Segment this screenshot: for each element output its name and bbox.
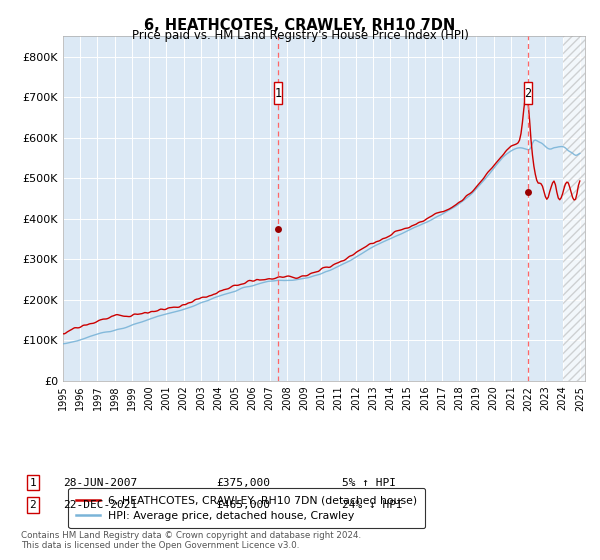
Text: Price paid vs. HM Land Registry's House Price Index (HPI): Price paid vs. HM Land Registry's House … [131, 29, 469, 42]
Text: 6, HEATHCOTES, CRAWLEY, RH10 7DN: 6, HEATHCOTES, CRAWLEY, RH10 7DN [145, 18, 455, 33]
FancyBboxPatch shape [274, 82, 282, 104]
Text: 1: 1 [275, 87, 282, 100]
Text: 22-DEC-2021: 22-DEC-2021 [63, 500, 137, 510]
Text: 5% ↑ HPI: 5% ↑ HPI [342, 478, 396, 488]
Text: 2: 2 [29, 500, 37, 510]
Text: 2: 2 [524, 87, 531, 100]
Text: 1: 1 [29, 478, 37, 488]
Text: 28-JUN-2007: 28-JUN-2007 [63, 478, 137, 488]
FancyBboxPatch shape [524, 82, 532, 104]
Legend: 6, HEATHCOTES, CRAWLEY, RH10 7DN (detached house), HPI: Average price, detached : 6, HEATHCOTES, CRAWLEY, RH10 7DN (detach… [68, 488, 425, 529]
Text: £375,000: £375,000 [216, 478, 270, 488]
Text: 24% ↓ HPI: 24% ↓ HPI [342, 500, 403, 510]
Text: Contains HM Land Registry data © Crown copyright and database right 2024.
This d: Contains HM Land Registry data © Crown c… [21, 531, 361, 550]
Text: £465,000: £465,000 [216, 500, 270, 510]
